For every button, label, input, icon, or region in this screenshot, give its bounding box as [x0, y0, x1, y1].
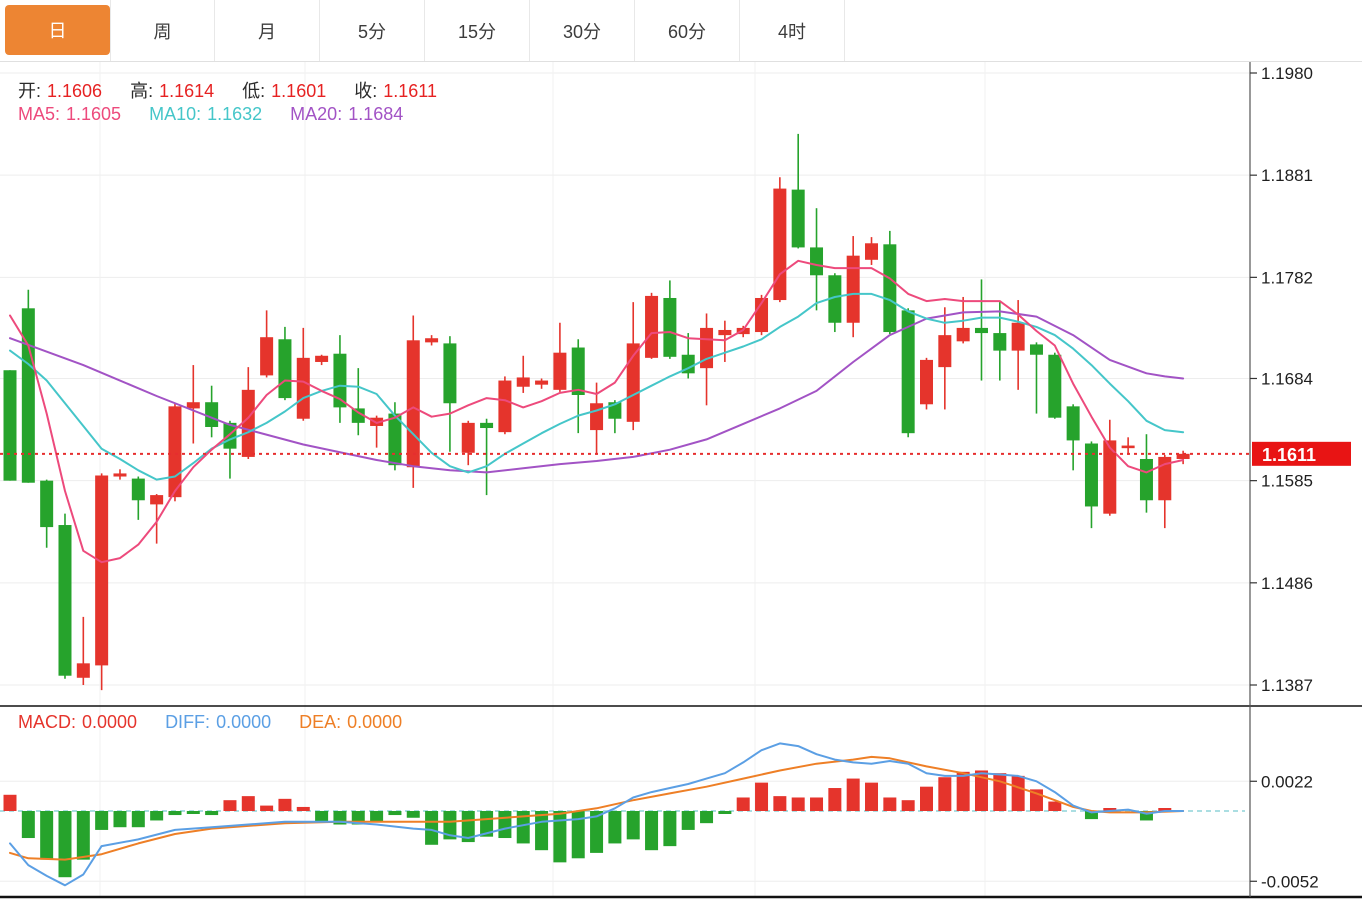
price-axis-labels: 1.1980 1.1881 1.1782 1.1684 1.1585 1.1486 1.13…	[1250, 64, 1319, 891]
ma-legend: MA5: 1.1605 MA10: 1.1632 MA20: 1.1684	[18, 104, 409, 125]
low-value: 1.1601	[271, 81, 327, 101]
macd-label: MACD:	[18, 712, 76, 732]
diff-line	[9, 742, 1185, 887]
ma20-line	[9, 310, 1185, 474]
gridlines	[0, 62, 1250, 897]
ma10-label: MA10:	[149, 104, 202, 124]
diff-label: DIFF:	[165, 712, 211, 732]
svg-text:1.1387: 1.1387	[1261, 676, 1313, 695]
svg-text:0.0022: 0.0022	[1261, 772, 1313, 791]
tab-15分[interactable]: 15分	[425, 0, 530, 61]
ma10-value: 1.1632	[207, 104, 263, 124]
macd-histogram	[3, 770, 1172, 878]
dea-value: 0.0000	[347, 712, 403, 732]
tab-4时[interactable]: 4时	[740, 0, 845, 61]
open-label: 开:	[18, 81, 42, 101]
tab-30分[interactable]: 30分	[530, 0, 635, 61]
high-value: 1.1614	[159, 81, 215, 101]
ma5-label: MA5:	[18, 104, 61, 124]
ma20-label: MA20:	[290, 104, 343, 124]
ma20-value: 1.1684	[348, 104, 404, 124]
tab-日[interactable]: 日	[5, 5, 110, 55]
high-label: 高:	[130, 81, 154, 101]
dea-label: DEA:	[299, 712, 342, 732]
svg-text:1.1881: 1.1881	[1261, 166, 1313, 185]
ma5-value: 1.1605	[66, 104, 122, 124]
svg-text:-0.0052: -0.0052	[1261, 872, 1319, 891]
close-value: 1.1611	[383, 81, 437, 101]
low-label: 低:	[242, 81, 266, 101]
open-value: 1.1606	[47, 81, 103, 101]
tab-月[interactable]: 月	[215, 0, 320, 61]
macd-legend: MACD: 0.0000 DIFF: 0.0000 DEA: 0.0000	[18, 712, 408, 733]
ohlc-legend: 开: 1.1606 高: 1.1614 低: 1.1601 收: 1.1611	[18, 77, 443, 103]
svg-text:1.1980: 1.1980	[1261, 64, 1313, 83]
svg-text:1.1684: 1.1684	[1261, 369, 1313, 388]
current-price-label: 1.1611	[1252, 441, 1351, 466]
tab-60分[interactable]: 60分	[635, 0, 740, 61]
macd-value: 0.0000	[82, 712, 138, 732]
svg-text:1.1585: 1.1585	[1261, 472, 1313, 491]
svg-text:1.1486: 1.1486	[1261, 574, 1313, 593]
diff-value: 0.0000	[216, 712, 272, 732]
svg-text:1.1782: 1.1782	[1261, 268, 1313, 287]
svg-text:1.1611: 1.1611	[1262, 445, 1316, 465]
dea-line	[9, 755, 1185, 861]
close-label: 收:	[354, 81, 378, 101]
timeframe-tabbar: 日周月 5分 15分 30分 60分 4时	[0, 0, 1362, 62]
ma5-line	[9, 259, 1185, 564]
candles	[3, 133, 1190, 691]
tab-周[interactable]: 周	[110, 0, 215, 61]
tab-5分[interactable]: 5分	[320, 0, 425, 61]
